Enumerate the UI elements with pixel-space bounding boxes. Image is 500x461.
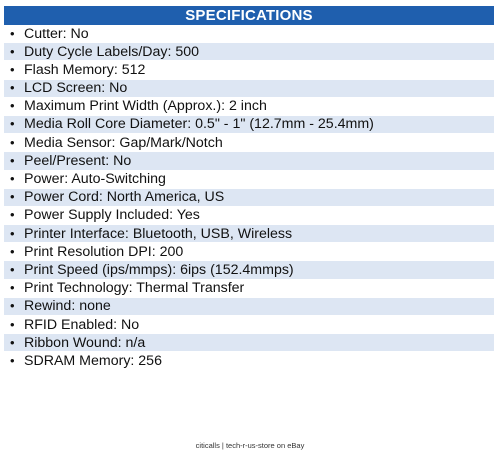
bullet-icon: • [10,261,15,277]
bullet-icon: • [10,152,15,168]
bullet-icon: • [10,225,15,241]
spec-row: • Cutter: No [4,25,494,44]
spec-text: SDRAM Memory: 256 [24,352,162,369]
bullet-icon: • [10,61,15,77]
bullet-icon: • [10,298,15,314]
spec-text: Duty Cycle Labels/Day: 500 [24,43,200,60]
bullet-icon: • [10,280,15,296]
spec-text: Media Roll Core Diameter: 0.5" - 1" (12.… [24,116,374,133]
spec-text: Peel/Present: No [24,152,132,169]
specifications-card: SPECIFICATIONS • Cutter: No • Duty Cycle La… [4,6,494,371]
bullet-icon: • [10,98,15,114]
spec-text: Power: Auto-Switching [24,171,166,187]
spec-row: • Ribbon Wound: n/a [4,334,494,353]
spec-text: Print Resolution DPI: 200 [24,243,184,260]
spec-row: • Printer Interface: Bluetooth, USB, Wire… [4,225,494,244]
spec-row: • Media Sensor: Gap/Mark/Notch [4,134,494,153]
spec-row: • Power: Auto-Switching [4,170,494,189]
spec-text: LCD Screen: No [24,80,128,97]
spec-text: Media Sensor: Gap/Mark/Notch [24,134,223,151]
spec-text: Flash Memory: 512 [24,61,146,78]
spec-text: Printer Interface: Bluetooth, USB, Wirel… [24,225,293,242]
spec-text: RFID Enabled: No [24,316,140,333]
spec-text: Power Cord: North America, US [24,189,225,206]
bullet-icon: • [10,207,15,223]
spec-row: • Media Roll Core Diameter: 0.5" - 1" (12… [4,115,494,135]
spec-text: Rewind: none [24,298,111,315]
bullet-icon: • [10,171,15,186]
spec-row: • SDRAM Memory: 256 [4,352,494,371]
bullet-icon: • [10,243,15,259]
bullet-icon: • [10,352,15,368]
spec-row: • Peel/Present: No [4,152,494,171]
bullet-icon: • [10,25,15,41]
spec-row: • Duty Cycle Labels/Day: 500 [4,43,494,62]
spec-text: Print Speed (ips/mmps): 6ips (152.4mmps) [24,261,294,278]
specifications-header: SPECIFICATIONS [4,6,494,25]
bullet-icon: • [10,80,15,96]
spec-text: Print Technology: Thermal Transfer [24,280,245,297]
spec-row: • Power Cord: North America, US [4,188,494,207]
spec-row: • Flash Memory: 512 [4,61,494,80]
spec-row: • Print Technology: Thermal Transfer [4,279,494,298]
spec-text: Ribbon Wound: n/a [24,334,146,351]
spec-row: • Rewind: none [4,297,494,316]
spec-row: • RFID Enabled: No [4,316,494,335]
bullet-icon: • [10,189,15,205]
specifications-list: • Cutter: No • Duty Cycle Labels/Day: 500 • F… [4,25,494,371]
spec-text: Maximum Print Width (Approx.): 2 inch [24,98,267,115]
bullet-icon: • [10,134,15,150]
footer-credit: citicalls | tech-r-us-store on eBay [195,441,305,450]
bullet-icon: • [10,316,15,332]
spec-text: Cutter: No [24,25,89,42]
spec-row: • LCD Screen: No [4,79,494,98]
bullet-icon: • [10,116,15,132]
bullet-icon: • [10,43,15,59]
spec-row: • Maximum Print Width (Approx.): 2 inch [4,97,494,116]
spec-text: Power Supply Included: Yes [24,207,200,224]
spec-row: • Print Speed (ips/mmps): 6ips (152.4mmps… [4,261,494,280]
bullet-icon: • [10,334,15,350]
spec-row: • Print Resolution DPI: 200 [4,243,494,262]
spec-row: • Power Supply Included: Yes [4,206,494,226]
